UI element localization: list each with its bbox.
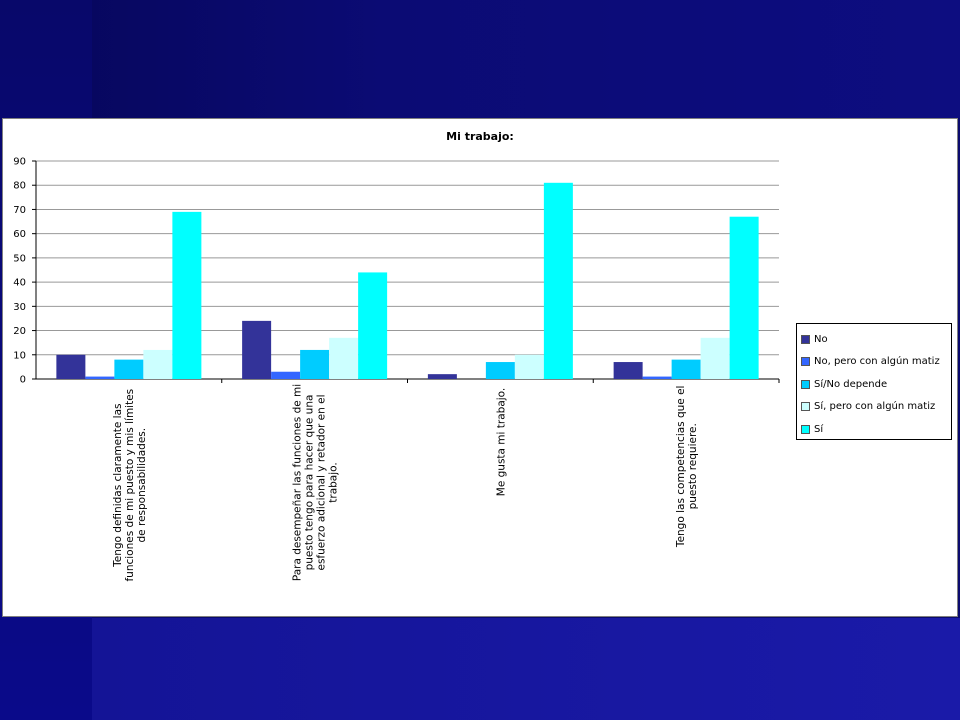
legend-item-si: Sí	[801, 418, 951, 441]
bar	[358, 272, 388, 379]
y-tick-label: 90	[13, 157, 26, 168]
slide-header-band	[0, 0, 960, 118]
y-tick-label: 70	[13, 205, 26, 216]
legend-item-si-no-depende: Sí/No depende	[801, 373, 951, 396]
legend-item-no: No	[801, 328, 951, 351]
legend-item-no-matiz: No, pero con algún matiz	[801, 351, 951, 374]
legend-label: Sí/No depende	[814, 378, 888, 390]
legend-label: No	[814, 333, 828, 345]
bar	[329, 337, 359, 379]
bar	[85, 376, 115, 379]
y-tick-label: 50	[13, 253, 26, 264]
bar	[271, 371, 301, 379]
y-tick-label: 60	[13, 229, 26, 240]
legend-swatch-si-matiz	[801, 402, 810, 412]
x-tick-label: Para desempeñar las funciones de mipuest…	[292, 384, 340, 581]
legend-swatch-si	[801, 424, 810, 434]
y-tick-label: 40	[13, 278, 26, 289]
y-tick-label: 30	[13, 302, 26, 313]
bar	[300, 349, 330, 379]
bar	[56, 354, 86, 379]
bar	[143, 349, 173, 379]
legend-swatch-no-matiz	[801, 357, 810, 367]
bar	[671, 359, 701, 379]
bar	[700, 337, 730, 379]
chart-legend: No No, pero con algún matiz Sí/No depend…	[796, 323, 952, 440]
legend-swatch-no	[801, 334, 810, 344]
slide-footer-band	[92, 618, 960, 720]
y-tick-label: 80	[13, 181, 26, 192]
y-tick-label: 20	[13, 326, 26, 337]
bar	[543, 182, 573, 379]
legend-swatch-si-no-depende	[801, 379, 810, 389]
legend-item-si-matiz: Sí, pero con algún matiz	[801, 396, 951, 419]
y-tick-label: 10	[13, 350, 26, 361]
x-tick-label: Me gusta mi trabajo.	[495, 388, 507, 496]
legend-label: No, pero con algún matiz	[814, 356, 940, 368]
x-tick-label: Tengo definidas claramente lasfunciones …	[112, 389, 148, 582]
bar	[427, 374, 457, 379]
legend-label: Sí, pero con algún matiz	[814, 401, 936, 413]
bar	[729, 216, 759, 379]
bar	[114, 359, 144, 379]
legend-label: Sí	[814, 423, 824, 435]
bar	[613, 362, 643, 379]
bar	[172, 211, 202, 379]
bar	[514, 354, 544, 379]
y-tick-label: 0	[20, 375, 26, 386]
x-tick-label: Tengo las competencias que elpuesto requ…	[675, 386, 699, 549]
bar	[485, 362, 515, 379]
bar	[642, 376, 672, 379]
chart-title: Mi trabajo:	[446, 130, 514, 143]
bar	[242, 320, 272, 379]
